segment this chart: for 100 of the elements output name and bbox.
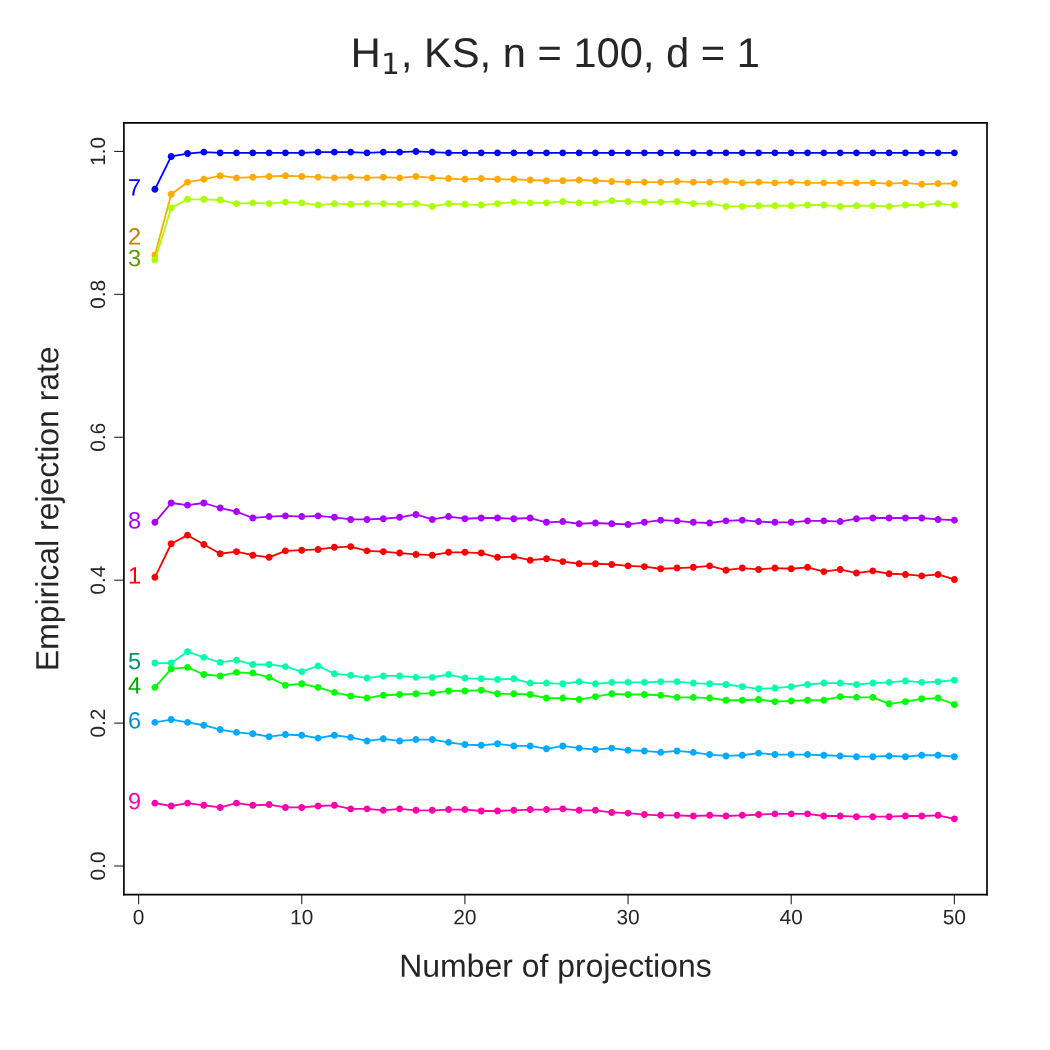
point — [771, 179, 779, 187]
point — [461, 548, 469, 556]
point — [347, 671, 355, 679]
point — [494, 690, 501, 698]
point — [689, 518, 697, 526]
point — [559, 680, 567, 688]
point — [836, 752, 844, 760]
x-tick-label: 30 — [617, 909, 639, 925]
point — [379, 548, 387, 556]
point — [167, 540, 175, 548]
point — [673, 149, 681, 157]
point — [412, 200, 420, 208]
point — [869, 514, 877, 522]
point — [787, 518, 795, 526]
point — [869, 813, 877, 821]
point — [853, 693, 860, 701]
point — [787, 178, 795, 186]
point — [624, 178, 632, 186]
point — [771, 810, 779, 818]
point — [934, 180, 942, 188]
point — [771, 202, 779, 210]
point — [461, 149, 469, 157]
point — [200, 195, 208, 203]
point — [330, 731, 338, 739]
y-tick-label: 0.4 — [90, 566, 106, 594]
point — [640, 811, 648, 819]
point — [771, 518, 779, 526]
point — [836, 518, 844, 526]
point — [950, 180, 958, 188]
point — [575, 520, 583, 528]
point — [640, 518, 648, 526]
point — [461, 515, 469, 523]
x-tick-label: 50 — [943, 909, 966, 925]
point — [428, 736, 436, 744]
point — [298, 668, 306, 676]
point — [559, 197, 567, 205]
point — [526, 742, 534, 750]
point — [885, 180, 893, 188]
point — [869, 179, 877, 187]
point — [771, 751, 779, 759]
point — [298, 680, 306, 688]
series-label: 2 — [129, 228, 140, 245]
point — [755, 202, 763, 210]
point — [885, 813, 893, 821]
y-tick-label: 0.6 — [90, 423, 106, 451]
point — [445, 738, 453, 746]
point — [918, 514, 926, 522]
point — [738, 696, 746, 704]
point — [249, 173, 257, 181]
point — [575, 678, 583, 686]
point — [559, 558, 567, 566]
point — [934, 678, 942, 686]
point — [379, 200, 387, 208]
point — [445, 200, 453, 208]
point — [249, 669, 257, 677]
point — [265, 733, 273, 741]
point — [755, 565, 763, 573]
point — [379, 148, 387, 156]
point — [494, 175, 501, 183]
point — [265, 172, 273, 180]
point — [738, 516, 746, 524]
point — [657, 516, 665, 524]
point — [265, 149, 273, 157]
point — [526, 691, 534, 698]
point — [216, 672, 224, 680]
series-label: 9 — [129, 792, 140, 810]
point — [755, 178, 763, 186]
x-tick-label: 20 — [454, 909, 476, 925]
point — [820, 812, 828, 820]
point — [233, 174, 240, 182]
point — [608, 690, 616, 698]
point — [298, 513, 306, 521]
point — [167, 716, 175, 723]
point — [233, 200, 240, 208]
point — [608, 197, 616, 205]
point — [494, 553, 501, 561]
point — [950, 516, 958, 524]
point — [526, 806, 534, 814]
point — [281, 803, 289, 811]
point — [722, 696, 730, 704]
point — [918, 572, 926, 580]
point — [363, 200, 371, 208]
point — [901, 179, 909, 187]
point — [428, 806, 436, 814]
point — [673, 517, 681, 525]
point — [918, 149, 926, 157]
point — [461, 741, 469, 749]
point — [918, 201, 926, 209]
point — [412, 172, 420, 180]
point — [689, 149, 697, 157]
point — [722, 177, 730, 185]
point — [200, 721, 208, 729]
point — [657, 691, 665, 699]
series-label: 6 — [129, 712, 141, 729]
point — [265, 661, 273, 668]
point — [216, 658, 224, 666]
point — [510, 553, 518, 561]
point — [265, 200, 273, 208]
point — [526, 679, 534, 687]
point — [836, 693, 844, 701]
